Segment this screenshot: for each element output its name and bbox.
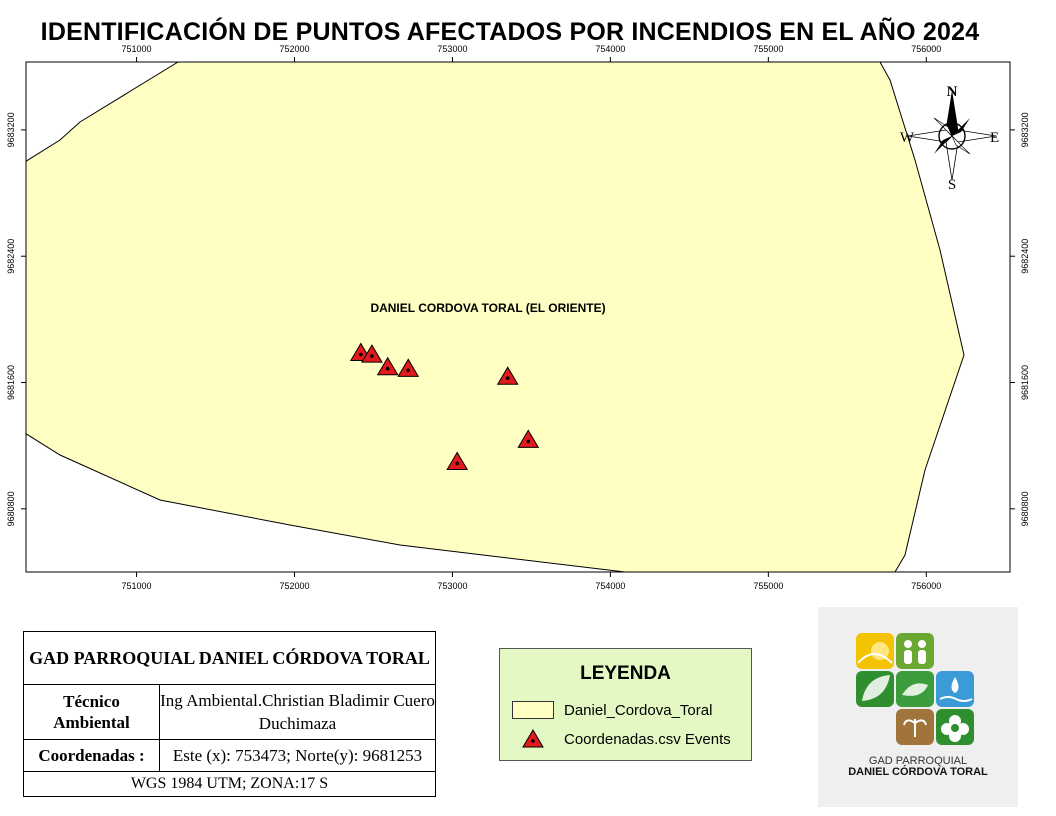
legend-points-label: Coordenadas.csv Events bbox=[564, 730, 731, 748]
x-tick-label-bottom-5: 756000 bbox=[911, 581, 941, 591]
map-title: IDENTIFICACIÓN DE PUNTOS AFECTADOS POR I… bbox=[40, 18, 980, 46]
coordinate-ticks: 751000 751000 752000 752000 753000 753000 7540… bbox=[6, 44, 1030, 591]
compass-letter-e: E bbox=[990, 130, 999, 146]
y-tick-label-left-1: 9682400 bbox=[6, 239, 16, 274]
x-tick-label-top-1: 752000 bbox=[279, 44, 309, 54]
legend-title: LEYENDA bbox=[580, 663, 671, 684]
coord-value: Este (x): 753473; Norte(y): 9681253 bbox=[159, 739, 436, 772]
x-tick-label-top-5: 756000 bbox=[911, 44, 941, 54]
coord-label: Coordenadas : bbox=[23, 739, 160, 772]
y-tick-label-right-2: 9681600 bbox=[1020, 365, 1030, 400]
fire-point-2[interactable] bbox=[361, 344, 383, 363]
datum-cell: WGS 1984 UTM; ZONA:17 S bbox=[23, 771, 436, 797]
legend-box: LEYENDA Daniel_Cordova_Toral Coordenadas… bbox=[499, 648, 752, 761]
parish-label: DANIEL CORDOVA TORAL (EL ORIENTE) bbox=[370, 301, 605, 315]
y-tick-label-left-2: 9681600 bbox=[6, 365, 16, 400]
x-tick-label-bottom-2: 753000 bbox=[437, 581, 467, 591]
info-table: GAD PARROQUIAL DANIEL CÓRDOVA TORAL Técn… bbox=[23, 631, 436, 797]
fire-point-4[interactable] bbox=[397, 358, 420, 377]
fire-point-6[interactable] bbox=[517, 429, 540, 448]
compass-letter-n: N bbox=[947, 84, 958, 100]
legend-item-polygon: Daniel_Cordova_Toral bbox=[512, 699, 712, 721]
y-tick-label-left-0: 9683200 bbox=[6, 112, 16, 147]
info-header: GAD PARROQUIAL DANIEL CÓRDOVA TORAL bbox=[23, 631, 436, 685]
compass-letter-w: W bbox=[900, 130, 915, 146]
x-tick-label-top-0: 751000 bbox=[122, 44, 152, 54]
y-tick-label-right-0: 9683200 bbox=[1020, 112, 1030, 147]
logo-emblem bbox=[856, 633, 974, 745]
fire-point-7[interactable] bbox=[446, 451, 469, 470]
gad-logo: GAD PARROQUIAL DANIEL CÓRDOVA TORAL bbox=[818, 607, 1018, 807]
parish-polygon[interactable] bbox=[20, 62, 965, 572]
x-tick-label-top-3: 754000 bbox=[595, 44, 625, 54]
x-tick-label-bottom-1: 752000 bbox=[279, 581, 309, 591]
x-tick-label-bottom-3: 754000 bbox=[595, 581, 625, 591]
tech-value: Ing Ambiental.Christian Bladimir Cuero D… bbox=[159, 684, 436, 740]
legend-polygon-label: Daniel_Cordova_Toral bbox=[564, 701, 713, 719]
compass-letter-s: S bbox=[948, 177, 956, 193]
x-tick-label-bottom-0: 751000 bbox=[122, 581, 152, 591]
map-neatline bbox=[25, 61, 1011, 573]
y-tick-label-right-3: 9680800 bbox=[1020, 491, 1030, 526]
y-tick-label-left-3: 9680800 bbox=[6, 491, 16, 526]
fire-points-layer bbox=[349, 342, 540, 470]
legend-point-symbol bbox=[512, 728, 554, 750]
y-tick-label-right-1: 9682400 bbox=[1020, 239, 1030, 274]
fire-point-3[interactable] bbox=[376, 356, 399, 376]
north-arrow: N S E W bbox=[900, 84, 999, 193]
x-tick-label-bottom-4: 755000 bbox=[753, 581, 783, 591]
x-tick-label-top-4: 755000 bbox=[753, 44, 783, 54]
x-tick-label-top-2: 753000 bbox=[437, 44, 467, 54]
legend-polygon-swatch bbox=[512, 701, 554, 719]
logo-caption-line2: DANIEL CÓRDOVA TORAL bbox=[848, 766, 988, 778]
fire-point-5[interactable] bbox=[496, 366, 519, 385]
logo-caption-line1: GAD PARROQUIAL bbox=[868, 755, 968, 767]
tech-label: Técnico Ambiental bbox=[23, 684, 160, 740]
legend-item-points: Coordenadas.csv Events bbox=[512, 728, 731, 750]
compass-ring bbox=[938, 122, 966, 150]
